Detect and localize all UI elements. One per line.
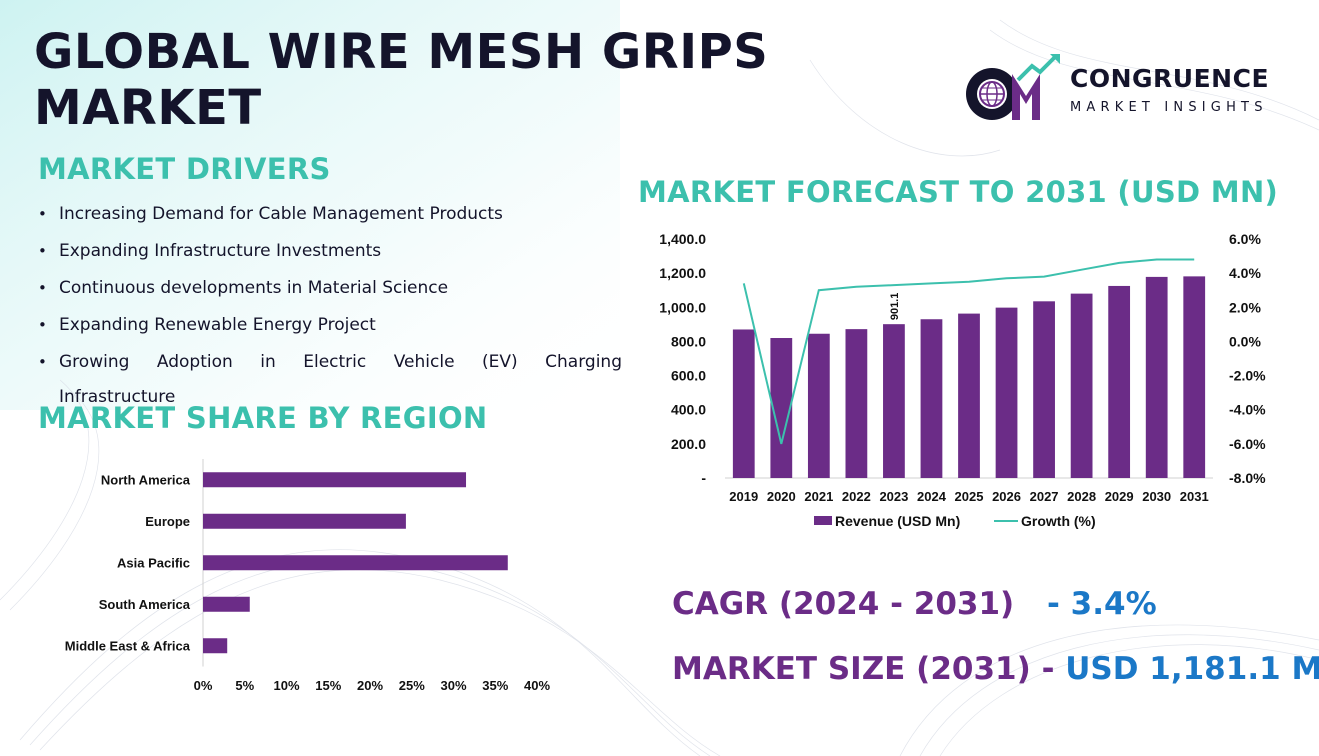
region-bar [203,513,406,529]
revenue-bar [732,329,755,478]
forecast-x-tick-label: 2020 [767,489,796,504]
region-x-tick-label: 10% [273,678,299,693]
revenue-data-label: 901.1 [889,293,901,321]
drivers-heading: MARKET DRIVERS [38,152,331,186]
logo-name: CONGRUENCE [1070,64,1270,93]
legend-revenue-label: Revenue (USD Mn) [835,513,960,529]
cagr-label: CAGR (2024 - 2031) [672,586,1015,622]
forecast-x-tick-label: 2019 [729,489,758,504]
revenue-bar [770,338,793,478]
revenue-bar [1070,293,1093,478]
forecast-right-tick-label: 6.0% [1229,231,1261,247]
region-x-tick-label: 35% [482,678,508,693]
forecast-x-tick-label: 2024 [917,489,947,504]
region-x-tick-label: 40% [524,678,550,693]
forecast-right-tick-label: -8.0% [1229,470,1266,486]
forecast-x-tick-label: 2026 [992,489,1021,504]
region-category-label: North America [101,472,191,487]
region-x-tick-label: 25% [399,678,425,693]
region-category-label: South America [99,597,191,612]
region-x-tick-label: 30% [440,678,466,693]
legend-revenue-swatch [814,516,832,525]
forecast-x-tick-label: 2021 [804,489,833,504]
revenue-bar [807,333,830,478]
forecast-left-tick-label: 1,200.0 [659,265,706,281]
forecast-heading: MARKET FORECAST TO 2031 (USD MN) [638,175,1279,209]
forecast-right-tick-label: 4.0% [1229,265,1261,281]
drivers-list: Increasing Demand for Cable Management P… [38,196,622,416]
cagr-stat: CAGR (2024 - 2031) - 3.4% [672,586,1157,622]
forecast-left-tick-label: - [701,470,706,486]
forecast-x-tick-label: 2028 [1067,489,1096,504]
revenue-bar [845,329,868,478]
driver-item: Expanding Renewable Energy Project [38,307,622,344]
revenue-bar [920,319,943,478]
forecast-right-tick-label: 2.0% [1229,299,1261,315]
cagr-value: - 3.4% [1047,586,1157,622]
driver-item-continuation: Infrastructure [59,387,176,407]
driver-item: Expanding Infrastructure Investments [38,233,622,270]
region-x-tick-label: 20% [357,678,383,693]
driver-item: Continuous developments in Material Scie… [38,270,622,307]
forecast-x-tick-label: 2030 [1142,489,1171,504]
forecast-right-tick-label: -4.0% [1229,402,1266,418]
forecast-x-tick-label: 2023 [879,489,908,504]
revenue-bar [1183,276,1206,478]
region-bar [203,638,228,654]
forecast-right-tick-label: -2.0% [1229,368,1266,384]
driver-item: Growing Adoption in Electric Vehicle (EV… [38,344,622,381]
forecast-right-tick-label: -6.0% [1229,436,1266,452]
forecast-x-tick-label: 2022 [842,489,871,504]
region-x-tick-label: 15% [315,678,341,693]
region-x-tick-label: 0% [194,678,213,693]
forecast-left-tick-label: 1,000.0 [659,299,706,315]
revenue-bar [995,307,1018,478]
forecast-left-tick-label: 1,400.0 [659,231,706,247]
region-category-label: Middle East & Africa [65,638,191,653]
region-heading: MARKET SHARE BY REGION [38,401,488,435]
forecast-x-tick-label: 2029 [1105,489,1134,504]
forecast-left-tick-label: 600.0 [671,368,706,384]
cm-globe-logo-icon [966,54,1060,120]
company-logo: CONGRUENCE MARKET INSIGHTS [962,50,1292,126]
page-title: GLOBAL WIRE MESH GRIPS MARKET [34,24,769,136]
driver-item: Increasing Demand for Cable Management P… [38,196,622,233]
forecast-right-tick-label: 0.0% [1229,333,1261,349]
region-category-label: Europe [145,514,190,529]
region-category-label: Asia Pacific [117,555,190,570]
region-bar [203,596,250,612]
forecast-left-tick-label: 200.0 [671,436,706,452]
revenue-bar [1108,285,1131,478]
revenue-bar [958,313,980,478]
market-size-label: MARKET SIZE (2031) - [672,651,1055,687]
revenue-bar [883,324,905,478]
forecast-left-tick-label: 800.0 [671,333,706,349]
legend-growth-label: Growth (%) [1021,513,1096,529]
region-bar [203,472,467,488]
revenue-bar [1145,276,1168,478]
forecast-x-tick-label: 2031 [1180,489,1209,504]
forecast-x-tick-label: 2027 [1030,489,1059,504]
revenue-bar [1033,301,1055,478]
logo-tagline: MARKET INSIGHTS [1070,100,1268,115]
region-bar [203,555,508,571]
market-size-value: USD 1,181.1 MN [1065,651,1319,687]
region-x-tick-label: 5% [235,678,254,693]
forecast-x-tick-label: 2025 [955,489,984,504]
forecast-left-tick-label: 400.0 [671,402,706,418]
market-size-stat: MARKET SIZE (2031) - USD 1,181.1 MN [672,651,1319,687]
